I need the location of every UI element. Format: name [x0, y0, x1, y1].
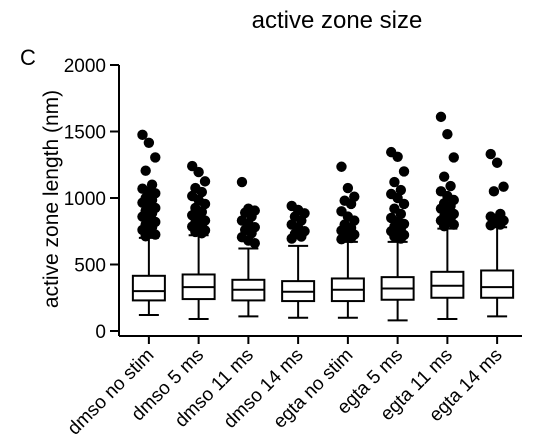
box-group: [380, 146, 415, 322]
outlier-point: [448, 219, 459, 230]
outlier-point: [296, 231, 307, 242]
outlier-point: [286, 233, 297, 244]
outlier-point: [336, 234, 347, 245]
outlier-point: [389, 176, 400, 188]
outlier-point: [438, 220, 450, 232]
outlier-point: [336, 161, 347, 172]
box-group: [231, 176, 266, 318]
outlier-point: [140, 165, 151, 176]
outlier-point: [345, 198, 357, 210]
outlier-point: [392, 151, 403, 162]
chart-title: active zone size: [252, 7, 423, 34]
outlier-point: [448, 152, 459, 163]
y-tick-label: 1000: [64, 189, 106, 210]
box-group: [430, 111, 465, 321]
outlier-point: [395, 233, 407, 244]
outlier-point: [488, 186, 500, 197]
y-axis-label: active zone length (nm): [40, 90, 63, 308]
outlier-point: [442, 128, 453, 140]
outlier-point: [498, 181, 509, 192]
panel-label: C: [20, 45, 36, 70]
x-tick-label: dmso no stim: [64, 345, 159, 440]
box-group: [181, 160, 216, 321]
outlier-point: [249, 238, 260, 249]
outlier-point: [485, 148, 496, 160]
box-iqr: [131, 274, 166, 302]
outlier-point: [137, 129, 148, 141]
box-group: [281, 200, 316, 319]
outlier-point: [485, 220, 496, 231]
outlier-point: [398, 198, 410, 210]
outlier-point: [435, 111, 447, 123]
outlier-point: [140, 231, 151, 242]
box-iqr: [480, 269, 515, 299]
y-tick-label: 1500: [64, 123, 106, 144]
y-tick-label: 500: [74, 256, 106, 277]
outlier-point: [143, 137, 155, 149]
outlier-point: [196, 186, 208, 198]
outlier-point: [199, 176, 211, 187]
outlier-point: [193, 166, 204, 178]
box-series: [131, 111, 515, 322]
outlier-point: [438, 171, 450, 182]
y-tick-label: 0: [95, 322, 106, 343]
outlier-point: [196, 228, 208, 239]
outlier-point: [398, 166, 410, 177]
outlier-point: [491, 157, 503, 168]
y-tick-label: 2000: [64, 56, 106, 77]
outlier-point: [495, 219, 506, 230]
box-group: [330, 161, 365, 319]
outlier-point: [445, 180, 456, 192]
box-group: [131, 129, 166, 317]
outlier-point: [150, 152, 161, 163]
outlier-point: [345, 232, 357, 244]
outlier-point: [342, 182, 354, 194]
outlier-point: [236, 176, 248, 188]
box-group: [480, 148, 515, 318]
y-axis: 0 500 1000 1500 2000: [64, 56, 120, 343]
outlier-point: [395, 184, 407, 196]
outlier-point: [199, 198, 211, 210]
outlier-point: [150, 229, 161, 240]
